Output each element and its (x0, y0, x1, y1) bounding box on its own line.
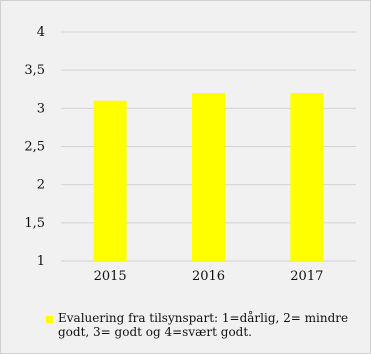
bar-2015 (93, 100, 127, 261)
x-tick-label: 2017 (290, 269, 323, 284)
legend-label: Evaluering fra tilsynspart: 1=dårlig, 2=… (58, 311, 349, 339)
x-axis-ticks: 2015 2016 2017 (94, 269, 324, 284)
legend: Evaluering fra tilsynspart: 1=dårlig, 2=… (46, 311, 366, 339)
bars (93, 93, 324, 261)
bar-2016 (192, 93, 225, 261)
y-tick-label: 4 (37, 25, 45, 40)
y-axis-ticks: 1 1,5 2 2,5 3 3,5 4 (24, 25, 45, 269)
y-tick-label: 1 (37, 254, 45, 269)
y-tick-label: 1,5 (24, 216, 45, 231)
y-tick-label: 3 (37, 101, 45, 116)
y-tick-label: 2,5 (24, 140, 45, 155)
bar-chart: 1 1,5 2 2,5 3 3,5 4 2015 2016 2017 (24, 25, 356, 284)
y-tick-label: 3,5 (24, 63, 45, 78)
legend-swatch (46, 316, 53, 323)
bar-2017 (290, 93, 324, 261)
x-tick-label: 2016 (192, 269, 225, 284)
y-tick-label: 2 (37, 178, 45, 193)
x-tick-label: 2015 (94, 269, 127, 284)
